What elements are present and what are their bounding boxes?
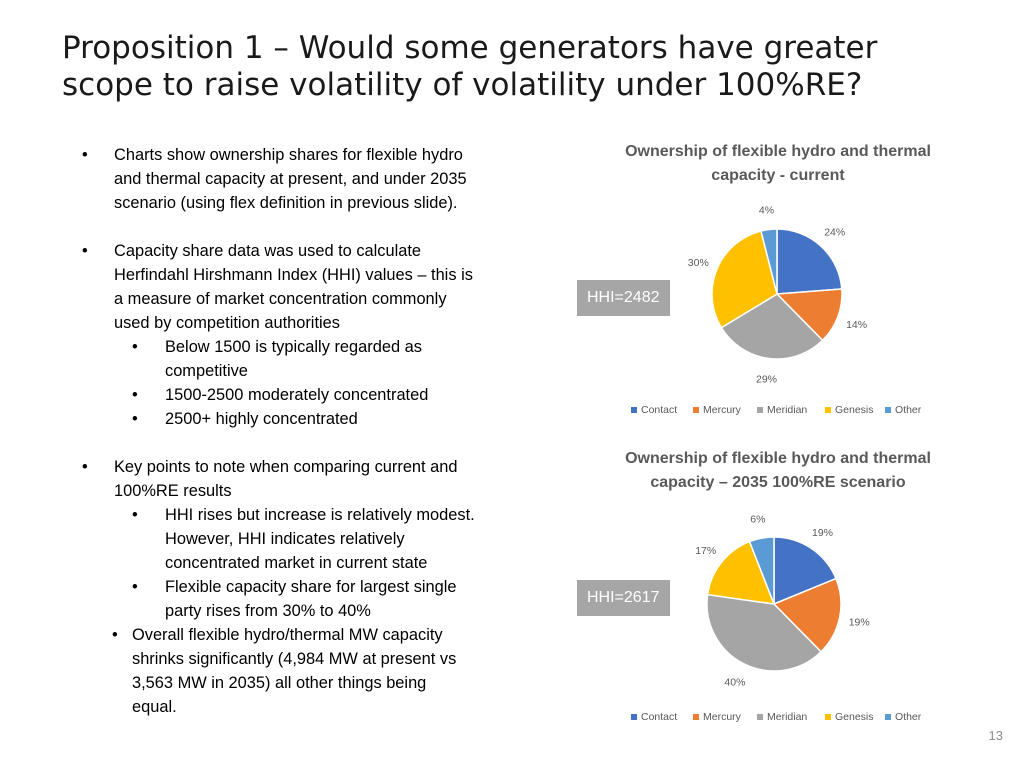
legend-label-mercury: Mercury	[703, 404, 742, 416]
pie-svg: 19% 19% 40% 17% 6% Contact Mercury Meridian Gene…	[631, 514, 922, 723]
bullet-line: Herfindahl Hirshmann Index (HHI) values …	[114, 266, 473, 284]
bullet-line: a measure of market concentration common…	[114, 290, 447, 308]
bullet-line: Flexible capacity share for largest sing…	[165, 578, 457, 596]
bullet-list: • Charts show ownership shares for flexi…	[80, 143, 530, 719]
legend-label-other: Other	[895, 404, 922, 416]
legend-swatch-genesis	[825, 714, 831, 720]
legend-label-meridian: Meridian	[767, 404, 807, 416]
bullet-item: • Capacity share data was used to calcul…	[80, 239, 530, 335]
bullet-line: HHI rises but increase is relatively mod…	[165, 506, 475, 524]
legend-label-other: Other	[895, 711, 922, 723]
legend-swatch-other	[885, 714, 891, 720]
title-line-1: Proposition 1 – Would some generators ha…	[62, 30, 878, 66]
legend-label-contact: Contact	[641, 404, 677, 416]
chart-title-line-2: capacity – 2035 100%RE scenario	[650, 474, 906, 491]
bullet-line: equal.	[132, 698, 177, 716]
data-label-other: 4%	[759, 205, 774, 217]
pie-slice-other	[760, 228, 778, 295]
legend-swatch-meridian	[757, 407, 763, 413]
pie-chart-2035: Ownership of flexible hydro and thermal …	[578, 447, 978, 737]
legend-label-genesis: Genesis	[835, 711, 874, 723]
legend-label-mercury: Mercury	[703, 711, 742, 723]
data-label-meridian: 40%	[724, 677, 745, 689]
chart-title-line-1: Ownership of flexible hydro and thermal	[625, 450, 931, 467]
bullet-item: • Overall flexible hydro/thermal MW capa…	[80, 623, 530, 719]
pie-slice-other	[748, 536, 775, 605]
bullet-dot: •	[132, 338, 138, 356]
chart-title-line-2: capacity - current	[711, 167, 845, 184]
bullet-line: Below 1500 is typically regarded as	[165, 338, 422, 356]
bullet-dot: •	[82, 458, 88, 476]
bullet-dot: •	[112, 626, 118, 644]
bullet-line: shrinks significantly (4,984 MW at prese…	[132, 650, 457, 668]
legend-swatch-mercury	[693, 407, 699, 413]
page-number: 13	[988, 728, 1003, 743]
pie-slice-meridian	[706, 593, 823, 672]
bullet-dot: •	[132, 386, 138, 404]
bullet-item: • Key points to note when comparing curr…	[80, 455, 530, 503]
bullet-dot: •	[132, 506, 138, 524]
sub-bullet-item: • HHI rises but increase is relatively m…	[80, 503, 530, 575]
bullet-line: However, HHI indicates relatively	[165, 530, 405, 548]
bullet-line: competitive	[165, 362, 248, 380]
bullet-line: Overall flexible hydro/thermal MW capaci…	[132, 626, 443, 644]
bullet-line: 3,563 MW in 2035) all other things being	[132, 674, 427, 692]
pie-slice-mercury	[772, 577, 842, 653]
hhi-badge-current: HHI=2482	[577, 280, 670, 316]
pie-slice-contact	[776, 228, 843, 295]
slide-title: Proposition 1 – Would some generators ha…	[62, 30, 962, 104]
pie-slice-contact	[773, 536, 837, 606]
bullet-line: and thermal capacity at present, and und…	[114, 170, 467, 188]
bullet-line: scenario (using flex definition in previ…	[114, 194, 458, 212]
data-label-genesis: 17%	[695, 545, 716, 557]
legend-swatch-other	[885, 407, 891, 413]
bullet-line: Key points to note when comparing curren…	[114, 458, 458, 476]
pie-slice-genesis	[711, 230, 778, 329]
legend-swatch-contact	[631, 714, 637, 720]
legend-swatch-mercury	[693, 714, 699, 720]
hhi-badge-2035: HHI=2617	[577, 580, 670, 616]
data-label-mercury: 19%	[849, 617, 870, 629]
data-label-meridian: 29%	[756, 373, 777, 385]
bullet-item: • Charts show ownership shares for flexi…	[80, 143, 530, 215]
bullet-line: 2500+ highly concentrated	[165, 410, 358, 428]
title-line-2: scope to raise volatility of volatility …	[62, 67, 863, 103]
pie-slice-genesis	[706, 540, 776, 605]
data-label-contact: 24%	[824, 227, 845, 239]
legend-swatch-contact	[631, 407, 637, 413]
bullet-line: party rises from 30% to 40%	[165, 602, 371, 620]
sub-bullet-item: • Flexible capacity share for largest si…	[80, 575, 530, 623]
chart-title: Ownership of flexible hydro and thermal …	[578, 140, 978, 188]
legend-swatch-meridian	[757, 714, 763, 720]
chart-title: Ownership of flexible hydro and thermal …	[578, 447, 978, 495]
data-label-genesis: 30%	[688, 257, 709, 269]
pie-chart-current: Ownership of flexible hydro and thermal …	[578, 140, 978, 430]
chart-title-line-1: Ownership of flexible hydro and thermal	[625, 143, 931, 160]
sub-bullet-item: • 2500+ highly concentrated	[80, 407, 530, 431]
legend-label-genesis: Genesis	[835, 404, 874, 416]
sub-bullet-item: • 1500-2500 moderately concentrated	[80, 383, 530, 407]
pie-slice-mercury	[775, 288, 843, 342]
legend-swatch-genesis	[825, 407, 831, 413]
bullet-dot: •	[82, 146, 88, 164]
data-label-contact: 19%	[812, 527, 833, 539]
legend-label-meridian: Meridian	[767, 711, 807, 723]
legend-label-contact: Contact	[641, 711, 677, 723]
data-label-mercury: 14%	[846, 319, 867, 331]
pie-svg: 24% 14% 29% 30% 4% Contact Mercury Meridian Gene…	[631, 205, 922, 416]
bullet-line: Charts show ownership shares for flexibl…	[114, 146, 463, 164]
bullet-line: 1500-2500 moderately concentrated	[165, 386, 429, 404]
sub-bullet-item: • Below 1500 is typically regarded as co…	[80, 335, 530, 383]
data-label-other: 6%	[750, 514, 765, 526]
bullet-line: Capacity share data was used to calculat…	[114, 242, 422, 260]
bullet-line: concentrated market in current state	[165, 554, 428, 572]
bullet-dot: •	[82, 242, 88, 260]
bullet-line: used by competition authorities	[114, 314, 340, 332]
pie-slice-meridian	[720, 293, 824, 360]
bullet-dot: •	[132, 578, 138, 596]
bullet-line: 100%RE results	[114, 482, 232, 500]
bullet-dot: •	[132, 410, 138, 428]
